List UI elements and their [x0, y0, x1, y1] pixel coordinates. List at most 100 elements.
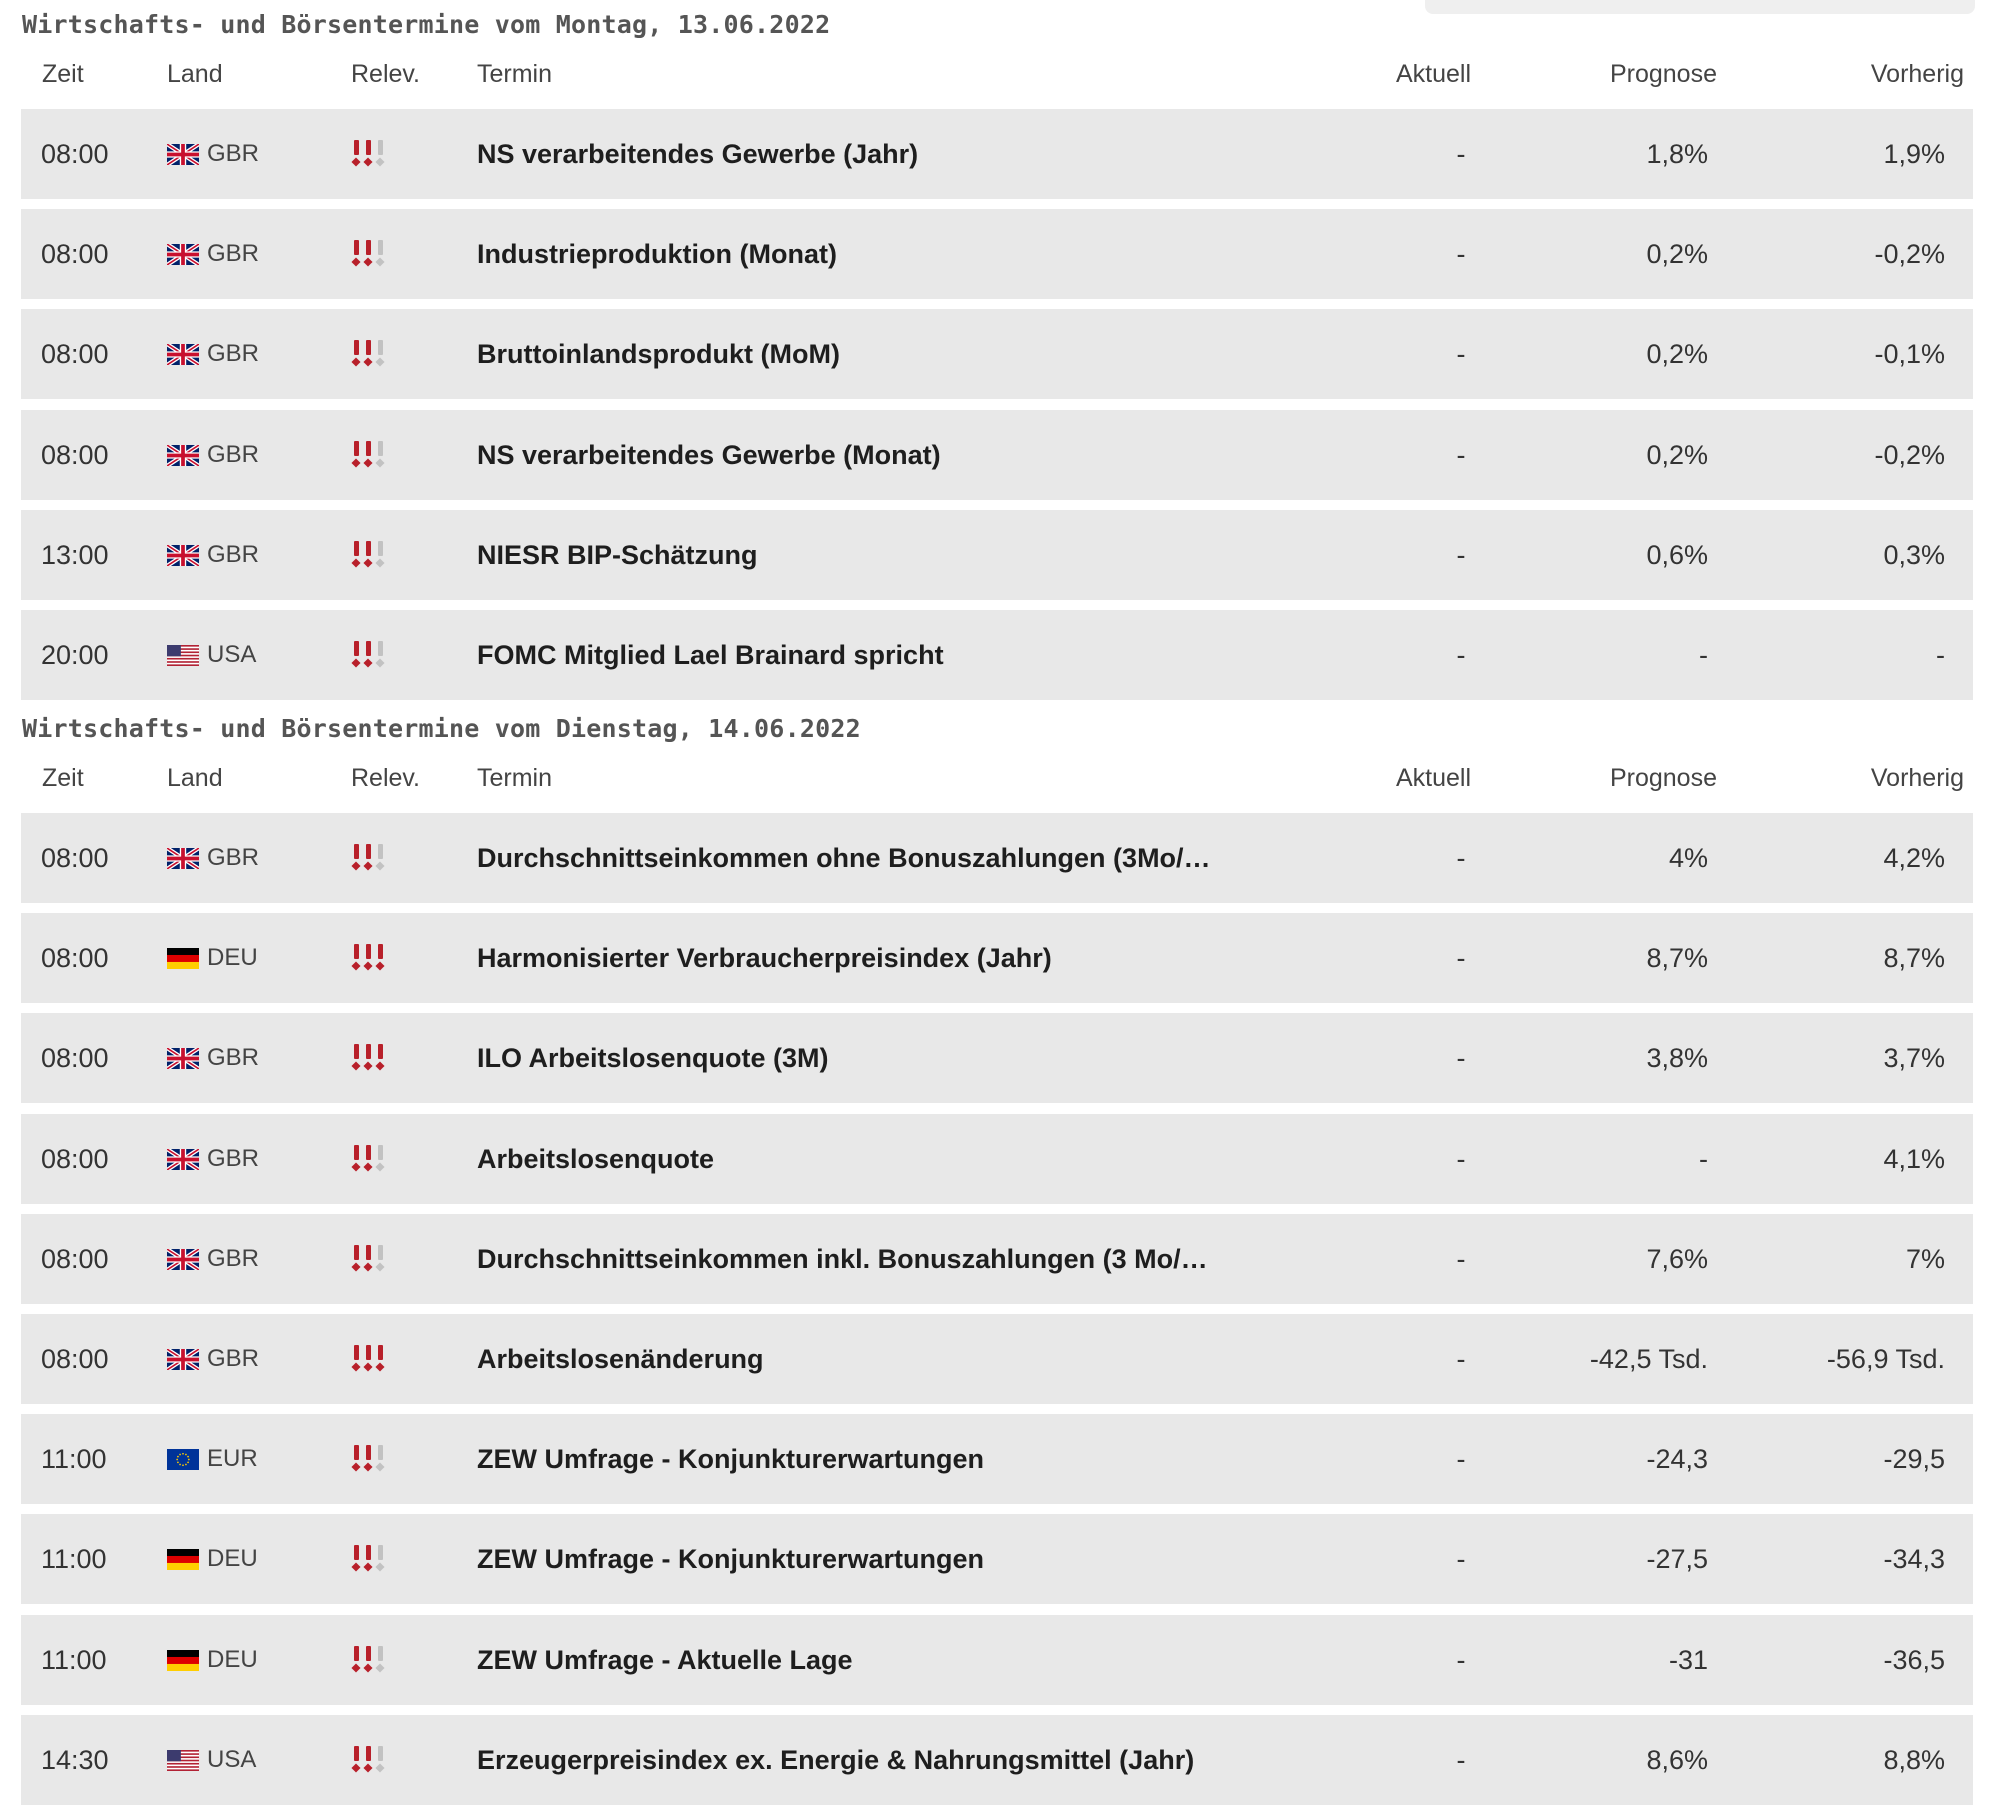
value-prognose: 7,6% [1646, 1244, 1708, 1274]
value-aktuell: - [1456, 1043, 1466, 1073]
event-name[interactable]: Arbeitslosenquote [477, 1144, 715, 1174]
event-time: 11:00 [41, 1544, 107, 1574]
value-vorherig: 0,3% [1883, 540, 1945, 570]
event-name[interactable]: Durchschnittseinkommen ohne Bonuszahlung… [477, 843, 1211, 873]
header-prognose[interactable]: Prognose [1609, 60, 1717, 88]
event-row[interactable]: 13:00 GBR NIESR BIP-Schätzung - 0,6% 0,3% [21, 510, 1973, 600]
value-aktuell: - [1456, 440, 1466, 470]
value-vorherig: -29,5 [1883, 1444, 1945, 1474]
event-name[interactable]: ZEW Umfrage - Konjunkturerwartungen [477, 1444, 985, 1474]
exclamation-icon [363, 240, 374, 268]
event-row[interactable]: 08:00 GBR Bruttoinlandsprodukt (MoM) - 0,2% -… [21, 309, 1973, 399]
header-aktuell[interactable]: Aktuell [1396, 764, 1472, 792]
event-row[interactable]: 11:00 DEU ZEW Umfrage - Aktuelle Lage - -31 -… [21, 1615, 1973, 1705]
exclamation-icon [363, 1746, 374, 1774]
exclamation-icon [351, 1746, 362, 1774]
exclamation-icon [375, 140, 386, 168]
value-prognose: 1,8% [1646, 139, 1708, 169]
relevance-icon [351, 844, 386, 872]
value-vorherig: 1,9% [1883, 139, 1945, 169]
event-row[interactable]: 20:00 USA FOMC Mitglied Lael Brainard spri… [21, 610, 1973, 700]
gbr-flag-icon [165, 241, 201, 267]
relevance-icon [351, 340, 386, 368]
usa-flag-icon [167, 1749, 199, 1771]
exclamation-icon [351, 1145, 362, 1173]
relevance-indicator [351, 913, 386, 1003]
event-name[interactable]: ZEW Umfrage - Konjunkturerwartungen [477, 1544, 985, 1574]
event-row[interactable]: 14:30 USA Erzeugerpreisindex ex. Energie &… [21, 1715, 1973, 1805]
event-name[interactable]: Bruttoinlandsprodukt (MoM) [477, 339, 840, 369]
exclamation-icon [375, 240, 386, 268]
event-row[interactable]: 08:00 GBR NS verarbeitendes Gewerbe (Jahr)… [21, 109, 1973, 199]
header-termin[interactable]: Termin [477, 764, 553, 792]
event-row[interactable]: 08:00 GBR Industrieproduktion (Monat) -0,2%… [21, 209, 1973, 299]
header-land[interactable]: Land [167, 764, 223, 792]
event-row[interactable]: 08:00 GBR Durchschnittseinkommen ohne Bonu… [21, 813, 1973, 903]
event-name[interactable]: Durchschnittseinkommen inkl. Bonuszahlun… [477, 1244, 1208, 1274]
value-vorherig: 4,2% [1883, 843, 1945, 873]
event-country: GBR [165, 309, 259, 399]
exclamation-icon [375, 1445, 386, 1473]
event-country: GBR [165, 813, 259, 903]
event-row[interactable]: 08:00 GBR NS verarbeitendes Gewerbe (Monat… [21, 410, 1973, 500]
value-prognose: -24,3 [1646, 1444, 1708, 1474]
event-row[interactable]: 11:00 EUR ZEW Umfrage - Konjunkturerwartun… [21, 1414, 1973, 1504]
header-zeit[interactable]: Zeit [42, 60, 84, 88]
relevance-indicator [351, 1314, 386, 1404]
exclamation-icon [375, 1145, 386, 1173]
event-row[interactable]: 08:00 GBR Arbeitslosenquote - - 4,1% [21, 1114, 1973, 1204]
event-row[interactable]: 08:00 GBR Durchschnittseinkommen inkl. Bon… [21, 1214, 1973, 1304]
event-row[interactable]: 08:00 GBR Arbeitslosenänderung - -42,5 Tsd. -… [21, 1314, 1973, 1404]
value-vorherig: -56,9 Tsd. [1826, 1344, 1945, 1374]
value-prognose: -31 [1668, 1645, 1708, 1675]
event-name[interactable]: Industrieproduktion (Monat) [477, 239, 837, 269]
event-name[interactable]: NS verarbeitendes Gewerbe (Jahr) [477, 139, 919, 169]
exclamation-icon [351, 1245, 362, 1273]
event-name[interactable]: ILO Arbeitslosenquote (3M) [477, 1043, 829, 1073]
event-name[interactable]: NS verarbeitendes Gewerbe (Monat) [477, 440, 941, 470]
header-vorherig[interactable]: Vorherig [1870, 60, 1964, 88]
event-row[interactable]: 08:00 GBR ILO Arbeitslosenquote (3M) - 3,8% 3… [21, 1013, 1973, 1103]
relevance-indicator [351, 1715, 386, 1805]
exclamation-icon [375, 641, 386, 669]
value-vorherig: 7% [1905, 1244, 1945, 1274]
header-aktuell[interactable]: Aktuell [1396, 60, 1472, 88]
header-vorherig[interactable]: Vorherig [1870, 764, 1964, 792]
value-vorherig: - [1936, 640, 1945, 670]
event-time: 08:00 [41, 440, 109, 470]
header-zeit[interactable]: Zeit [42, 764, 84, 792]
exclamation-icon [375, 944, 386, 972]
event-country: GBR [165, 1114, 259, 1204]
gbr-flag-icon [165, 1146, 201, 1172]
exclamation-icon [363, 1345, 374, 1373]
event-country: DEU [167, 1615, 258, 1705]
header-relev[interactable]: Relev. [351, 764, 421, 792]
event-name[interactable]: NIESR BIP-Schätzung [477, 540, 758, 570]
relevance-icon [351, 1044, 386, 1072]
event-row[interactable]: 08:00 DEU Harmonisierter Verbraucherpreisi… [21, 913, 1973, 1003]
relevance-indicator [351, 309, 386, 399]
event-name[interactable]: FOMC Mitglied Lael Brainard spricht [477, 640, 944, 670]
header-termin[interactable]: Termin [477, 60, 553, 88]
value-prognose: - [1699, 1144, 1708, 1174]
header-relev[interactable]: Relev. [351, 60, 421, 88]
exclamation-icon [375, 1245, 386, 1273]
event-name[interactable]: ZEW Umfrage - Aktuelle Lage [477, 1645, 853, 1675]
event-time: 08:00 [41, 843, 109, 873]
event-country: GBR [165, 209, 259, 299]
relevance-indicator [351, 813, 386, 903]
relevance-indicator [351, 510, 386, 600]
event-row[interactable]: 11:00 DEU ZEW Umfrage - Konjunkturerwartun… [21, 1514, 1973, 1604]
event-name[interactable]: Harmonisierter Verbraucherpreisindex (Ja… [477, 943, 1052, 973]
event-name[interactable]: Arbeitslosenänderung [477, 1344, 764, 1374]
relevance-indicator [351, 109, 386, 199]
event-name[interactable]: Erzeugerpreisindex ex. Energie & Nahrung… [477, 1745, 1195, 1775]
header-prognose[interactable]: Prognose [1609, 764, 1717, 792]
value-vorherig: 4,1% [1883, 1144, 1945, 1174]
gbr-flag-icon [165, 1346, 201, 1372]
exclamation-icon [351, 140, 362, 168]
exclamation-icon [363, 844, 374, 872]
exclamation-icon [351, 1345, 362, 1373]
value-prognose: 8,7% [1646, 943, 1708, 973]
header-land[interactable]: Land [167, 60, 223, 88]
